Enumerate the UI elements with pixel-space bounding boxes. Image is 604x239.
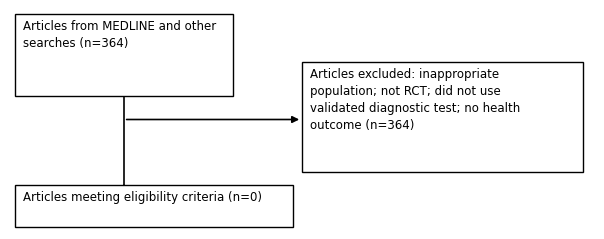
Bar xyxy=(15,185,293,227)
Bar xyxy=(15,14,233,96)
Text: Articles excluded: inappropriate
population; not RCT; did not use
validated diag: Articles excluded: inappropriate populat… xyxy=(310,68,520,132)
Text: Articles from MEDLINE and other
searches (n=364): Articles from MEDLINE and other searches… xyxy=(23,20,216,50)
Bar xyxy=(302,62,583,172)
Text: Articles meeting eligibility criteria (n=0): Articles meeting eligibility criteria (n… xyxy=(23,191,262,204)
